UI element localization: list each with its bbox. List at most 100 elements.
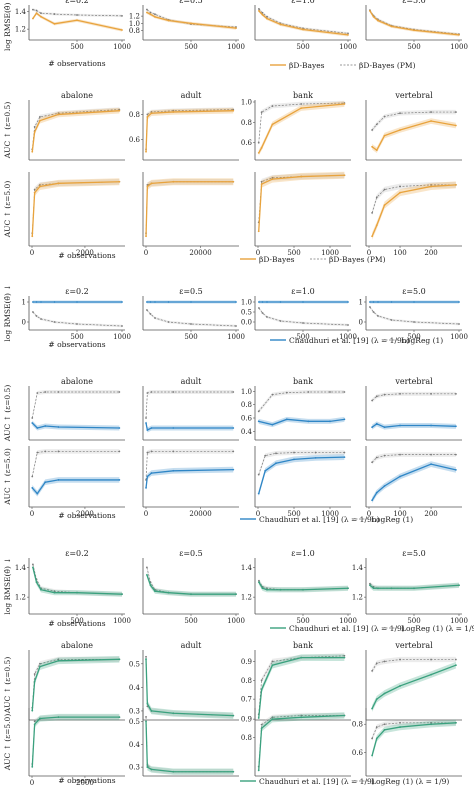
data-point xyxy=(329,420,331,423)
data-point xyxy=(260,679,263,682)
x-tick-label: 1000 xyxy=(227,43,245,51)
reference-series-line xyxy=(145,451,234,480)
data-point xyxy=(40,588,42,591)
data-point xyxy=(383,426,386,429)
data-point xyxy=(413,301,415,303)
series-band xyxy=(258,172,345,226)
series-band xyxy=(146,107,234,155)
data-point xyxy=(347,587,349,590)
reference-series-line xyxy=(31,181,120,234)
series-band xyxy=(146,308,236,328)
data-point xyxy=(146,301,148,303)
data-point xyxy=(279,23,282,26)
data-point xyxy=(371,461,374,464)
main-series-line xyxy=(32,567,123,595)
data-point xyxy=(76,323,78,325)
y-tick-label: 1.2 xyxy=(241,594,252,602)
data-point xyxy=(235,325,237,327)
series-band xyxy=(372,461,456,504)
data-point xyxy=(154,590,156,593)
data-point xyxy=(383,134,386,137)
data-point xyxy=(146,113,149,116)
data-point xyxy=(258,579,260,582)
x-tick-label: 500 xyxy=(287,249,300,257)
series-band xyxy=(372,656,456,674)
legend-label-reference: βD-Bayes (PM) xyxy=(329,255,386,264)
main-series-line xyxy=(371,463,457,501)
data-point xyxy=(39,116,41,118)
panel-title: ε=1.0 xyxy=(291,0,315,5)
data-point xyxy=(454,721,457,724)
reference-series-line xyxy=(258,307,349,326)
data-point xyxy=(118,391,121,393)
series-band xyxy=(32,449,120,479)
main-series-line xyxy=(258,714,345,771)
data-point xyxy=(121,14,123,17)
data-point xyxy=(190,593,192,596)
data-point xyxy=(146,11,148,14)
panel-green-auc50-2: 0.8 0.9 xyxy=(241,708,351,777)
legend-label-main: Chaudhuri et al. [19] (λ = 1/9n) xyxy=(289,336,410,345)
panel-orange-rmse-3: ε=5.0 500 1000 xyxy=(365,0,468,51)
data-point xyxy=(167,19,170,22)
data-point xyxy=(257,230,260,233)
x-tick-label: 500 xyxy=(184,333,197,341)
x-axis-label-blue: # observations xyxy=(48,340,105,349)
data-point xyxy=(285,391,288,394)
data-point xyxy=(150,111,153,113)
data-point xyxy=(454,425,457,428)
data-point xyxy=(33,191,36,194)
y-tick-label: 0.6 xyxy=(352,749,364,757)
x-axis-label-green: # observations xyxy=(48,619,105,628)
data-point xyxy=(430,723,432,726)
data-point xyxy=(302,322,304,324)
data-point xyxy=(121,29,123,31)
panel-title: bank xyxy=(293,641,313,650)
data-point xyxy=(31,235,34,238)
series-band xyxy=(146,10,236,30)
data-point xyxy=(146,766,149,769)
data-point xyxy=(44,425,47,427)
y-tick-label: 0.7 xyxy=(241,696,252,704)
data-point xyxy=(145,715,147,718)
data-point xyxy=(399,129,401,131)
data-point xyxy=(36,427,39,429)
panel-title: vertebral xyxy=(394,377,433,386)
data-point xyxy=(375,456,378,459)
legend-label-main: Chaudhuri et al. [19] (λ = 1/9) xyxy=(289,624,405,633)
data-point xyxy=(118,180,121,183)
data-point xyxy=(413,587,415,590)
data-point xyxy=(57,479,60,481)
data-point xyxy=(430,463,432,466)
data-point xyxy=(343,174,346,177)
data-point xyxy=(458,301,460,303)
x-tick-label: 2000 xyxy=(76,510,94,518)
data-point xyxy=(375,662,378,665)
x-tick-label: 500 xyxy=(70,617,83,625)
data-point xyxy=(371,737,374,740)
panel-blue-auc05-0: abalone xyxy=(28,377,125,441)
row-label-green-auc05: AUC ↑ (ε=0.5) xyxy=(3,657,12,715)
data-point xyxy=(390,319,393,321)
data-point xyxy=(343,418,346,421)
data-point xyxy=(57,113,60,116)
x-tick-label: 0 xyxy=(144,510,148,518)
main-series-line xyxy=(258,456,345,494)
reference-series-line xyxy=(258,580,349,591)
x-axis-label-green: # observations xyxy=(58,776,115,785)
data-point xyxy=(32,17,34,20)
x-tick-label: 500 xyxy=(70,43,83,51)
data-point xyxy=(430,453,432,456)
x-tick-label: 0 xyxy=(256,510,260,518)
data-point xyxy=(399,453,401,456)
x-tick-label: 100 xyxy=(393,249,406,257)
panel-title: ε=0.5 xyxy=(179,0,203,5)
series-band xyxy=(32,714,120,767)
data-point xyxy=(57,716,60,719)
x-tick-label: 500 xyxy=(407,333,420,341)
panel-orange-auc50-0: 0 2000 xyxy=(28,172,125,257)
series-band xyxy=(258,171,345,235)
data-point xyxy=(31,422,34,424)
panel-orange-auc05-3: vertebral xyxy=(365,91,462,161)
data-point xyxy=(39,665,41,668)
